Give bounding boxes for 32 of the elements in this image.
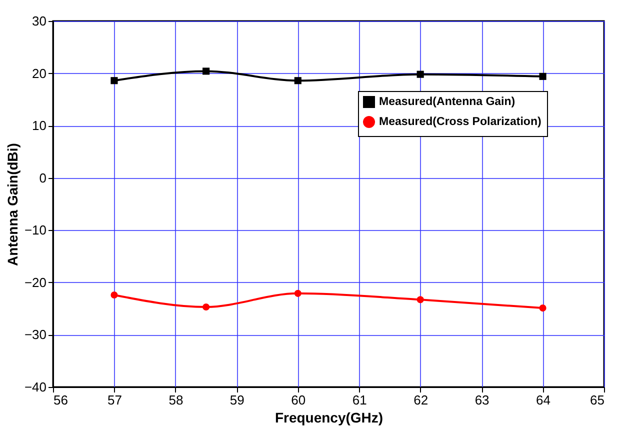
point (110, 77, 118, 84)
y-tick-label: 20 (32, 66, 46, 81)
x-tick-label: 59 (230, 392, 244, 408)
x-tick-label: 58 (168, 392, 184, 408)
point (202, 68, 210, 75)
point (539, 72, 546, 80)
point (416, 296, 424, 304)
point (294, 290, 302, 297)
y-axis-title: Antenna Gain(dBi) (4, 143, 20, 266)
x-tick-label: 63 (474, 392, 490, 408)
x-tick-label: 62 (414, 392, 428, 408)
y-tick-label: −10 (24, 222, 46, 238)
legend-label: Measured(Antenna Gain) (379, 96, 516, 108)
point (416, 70, 424, 78)
x-tick-label: 64 (536, 392, 551, 408)
x-tick-label: 56 (54, 392, 68, 408)
legend-label: Measured(Cross Polarization) (379, 116, 542, 128)
x-axis-title: Frequency(GHz) (274, 410, 384, 426)
point (294, 77, 302, 84)
point (110, 291, 118, 299)
x-tick-label: 65 (590, 392, 604, 408)
y-tick-label: 0 (39, 170, 46, 186)
point (539, 304, 546, 312)
y-tick-label: −30 (24, 327, 46, 342)
x-tick-label: 61 (352, 392, 367, 408)
x-tick-label: 57 (107, 392, 122, 408)
x-tick-label: 60 (291, 392, 306, 408)
y-tick-label: −40 (24, 380, 46, 394)
y-tick-label: 30 (32, 14, 46, 28)
y-tick-label: 10 (32, 118, 46, 134)
point (202, 303, 210, 311)
y-tick-label: −20 (24, 274, 46, 290)
